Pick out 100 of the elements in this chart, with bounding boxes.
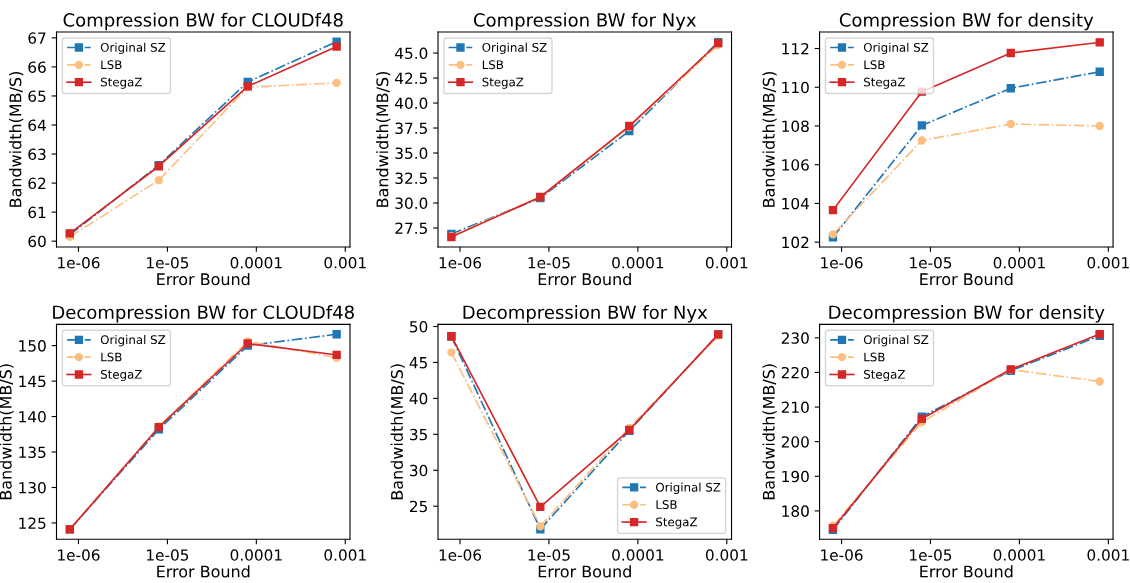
legend-label: LSB <box>864 352 885 362</box>
x-tick-label: 1e-06 <box>821 549 863 561</box>
x-tick-label: 1e-05 <box>910 256 952 269</box>
legend-label: StegaZ <box>864 77 905 89</box>
y-tick-label: 63 <box>28 148 46 161</box>
x-tick-label: 1e-06 <box>439 256 482 269</box>
y-tick-label: 104 <box>782 197 809 210</box>
x-axis-title: Error Bound <box>157 272 250 286</box>
y-axis-title: Bandwidth(MB/S) <box>762 72 777 207</box>
y-axis-title: Bandwidth(MB/S) <box>0 364 14 500</box>
chart-title: Compression BW for density <box>839 12 1094 31</box>
y-tick-label: 42.5 <box>395 72 427 85</box>
y-tick-label: 220 <box>781 366 809 379</box>
y-tick-label: 25 <box>409 500 427 513</box>
y-tick-label: 145 <box>19 375 46 388</box>
y-tick-label: 32.5 <box>395 172 427 185</box>
y-tick-label: 37.5 <box>395 122 427 135</box>
x-tick-label: 1e-06 <box>58 549 100 561</box>
legend-label: StegaZ <box>482 77 524 89</box>
chart-title: Decompression BW for CLOUDf48 <box>53 305 354 323</box>
y-tick-label: 65 <box>28 90 46 102</box>
x-tick-label: 0.0001 <box>230 549 282 561</box>
y-axis-title: Bandwidth(MB/S) <box>390 364 405 500</box>
legend-label: Original SZ <box>482 42 547 55</box>
x-tick-label: 0.001 <box>705 549 748 561</box>
y-tick-label: 67 <box>28 32 46 44</box>
x-tick-label: 1e-06 <box>439 549 482 561</box>
x-tick-label: 0.001 <box>1087 256 1129 269</box>
x-tick-label: 0.001 <box>324 549 366 561</box>
legend-label: Original SZ <box>100 42 166 55</box>
y-tick-label: 112 <box>782 42 809 55</box>
y-tick-label: 45 <box>409 357 427 369</box>
y-tick-label: 230 <box>781 332 809 344</box>
legend-label: LSB <box>101 60 122 70</box>
x-tick-label: 1e-05 <box>147 256 189 269</box>
x-tick-label: 0.0001 <box>612 256 664 269</box>
legend-label: StegaZ <box>656 517 698 529</box>
y-tick-label: 180 <box>782 505 809 517</box>
legend-label: StegaZ <box>100 77 142 89</box>
x-tick-label: 0.0001 <box>612 549 664 561</box>
y-tick-label: 62 <box>28 177 46 190</box>
legend-label: LSB <box>101 352 122 362</box>
y-tick-label: 40 <box>409 392 428 405</box>
y-tick-label: 110 <box>782 81 809 94</box>
x-tick-label: 0.001 <box>324 256 366 269</box>
y-axis-title: Bandwidth(MB/S) <box>376 72 391 207</box>
y-tick-label: 27.5 <box>395 222 427 235</box>
x-tick-label: 1e-06 <box>58 256 100 269</box>
x-tick-label: 0.0001 <box>993 256 1045 269</box>
chart-title: Decompression BW for density <box>829 305 1105 323</box>
x-tick-label: 1e-05 <box>528 549 570 561</box>
y-tick-label: 140 <box>19 411 46 423</box>
x-tick-label: 0.001 <box>705 256 748 269</box>
y-tick-label: 45.0 <box>395 47 428 60</box>
chart-title: Compression BW for CLOUDf48 <box>63 12 343 31</box>
legend-label: Original SZ <box>863 42 929 55</box>
legend-label: Original SZ <box>656 482 721 494</box>
y-tick-label: 210 <box>781 401 809 414</box>
y-tick-label: 50 <box>410 320 428 333</box>
chart-title: Compression BW for Nyx <box>473 12 697 31</box>
legend-label: Original SZ <box>863 334 929 347</box>
legend-label: StegaZ <box>100 369 142 382</box>
x-tick-label: 1e-05 <box>910 549 952 561</box>
y-tick-label: 66 <box>28 61 46 73</box>
y-tick-label: 35.0 <box>395 147 428 160</box>
y-tick-label: 60 <box>28 235 46 248</box>
legend-label: LSB <box>864 60 885 70</box>
y-tick-label: 30 <box>410 464 428 477</box>
y-tick-label: 40.0 <box>395 97 428 110</box>
y-axis-title: Bandwidth(MB/S) <box>9 72 24 207</box>
y-tick-label: 200 <box>781 436 809 448</box>
y-tick-label: 61 <box>28 206 46 219</box>
x-tick-label: 1e-05 <box>528 256 570 269</box>
x-tick-label: 0.001 <box>1087 549 1129 561</box>
x-tick-label: 0.0001 <box>230 256 282 269</box>
y-tick-label: 135 <box>19 446 46 459</box>
x-axis-title: Error Bound <box>157 565 250 578</box>
y-tick-label: 130 <box>19 481 46 494</box>
x-tick-label: 1e-06 <box>821 256 863 269</box>
legend-label: LSB <box>482 60 504 70</box>
x-axis-title: Error Bound <box>538 565 631 578</box>
y-tick-label: 35 <box>410 428 427 441</box>
y-tick-label: 30.0 <box>395 197 428 210</box>
x-axis-title: Error Bound <box>538 272 631 286</box>
x-axis-title: Error Bound <box>920 272 1013 286</box>
x-axis-title: Error Bound <box>920 565 1013 578</box>
y-tick-label: 106 <box>782 159 809 171</box>
y-axis-title: Bandwidth(MB/S) <box>762 364 777 500</box>
legend-label: Original SZ <box>100 334 166 347</box>
y-tick-label: 102 <box>782 236 809 249</box>
y-tick-label: 150 <box>19 340 46 352</box>
x-tick-label: 0.0001 <box>993 549 1045 561</box>
y-tick-label: 64 <box>28 119 46 132</box>
y-tick-label: 190 <box>782 470 809 483</box>
legend-label: StegaZ <box>864 369 905 382</box>
y-tick-label: 125 <box>19 517 46 529</box>
legend-label: LSB <box>656 500 677 510</box>
chart-title: Decompression BW for Nyx <box>463 305 708 323</box>
x-tick-label: 1e-05 <box>147 549 189 561</box>
y-tick-label: 108 <box>782 120 809 132</box>
